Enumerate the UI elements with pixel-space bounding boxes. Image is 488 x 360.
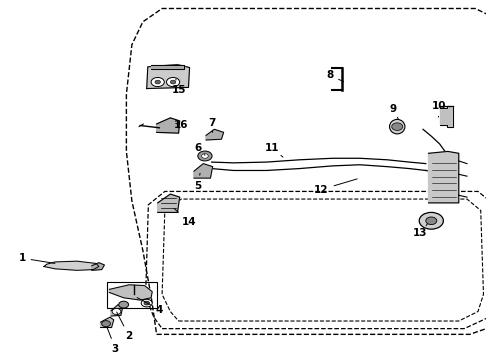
Polygon shape — [92, 263, 104, 270]
Text: 7: 7 — [207, 118, 215, 132]
Text: 16: 16 — [174, 120, 188, 130]
Polygon shape — [146, 64, 189, 89]
Polygon shape — [101, 317, 114, 328]
Circle shape — [143, 301, 149, 305]
Circle shape — [391, 123, 402, 130]
Polygon shape — [109, 285, 152, 300]
Text: 13: 13 — [412, 224, 427, 238]
Text: 1: 1 — [19, 253, 55, 264]
Text: 3: 3 — [107, 327, 119, 354]
Circle shape — [170, 80, 176, 84]
Circle shape — [201, 154, 208, 158]
Text: 6: 6 — [194, 143, 204, 155]
Polygon shape — [151, 64, 183, 69]
Circle shape — [166, 77, 179, 87]
Polygon shape — [111, 305, 122, 316]
Polygon shape — [44, 261, 99, 270]
Polygon shape — [439, 106, 452, 127]
Circle shape — [418, 212, 443, 229]
Circle shape — [102, 321, 110, 327]
Polygon shape — [205, 129, 223, 140]
Text: 11: 11 — [264, 143, 283, 157]
Text: 15: 15 — [171, 79, 185, 95]
Text: 14: 14 — [174, 208, 197, 227]
Text: 5: 5 — [194, 173, 201, 191]
Circle shape — [151, 77, 164, 87]
Text: 9: 9 — [388, 104, 398, 119]
Ellipse shape — [389, 120, 404, 134]
Text: 10: 10 — [431, 101, 446, 117]
Text: 2: 2 — [117, 312, 132, 341]
Polygon shape — [194, 163, 212, 178]
Text: 12: 12 — [313, 179, 356, 194]
Circle shape — [112, 309, 121, 315]
Circle shape — [425, 217, 436, 225]
Polygon shape — [157, 194, 179, 212]
Circle shape — [198, 151, 212, 161]
Text: 4: 4 — [137, 298, 163, 315]
Circle shape — [155, 80, 160, 84]
Polygon shape — [427, 152, 458, 203]
Circle shape — [119, 301, 128, 308]
Text: 8: 8 — [325, 70, 343, 82]
Circle shape — [141, 299, 152, 307]
Polygon shape — [156, 118, 179, 133]
